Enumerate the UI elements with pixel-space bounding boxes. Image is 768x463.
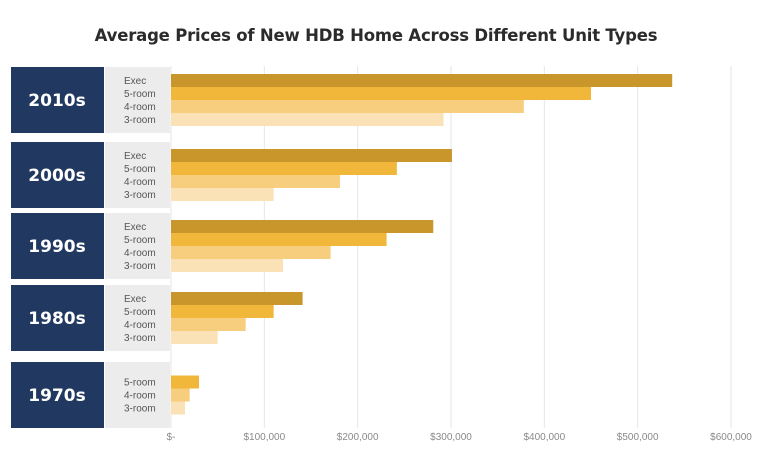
bar-2010s-exec	[171, 74, 673, 87]
unit-label-2010s-exec: Exec	[124, 76, 146, 87]
bar-1980s-4-room	[171, 318, 246, 331]
bar-1980s-exec	[171, 292, 303, 305]
bar-2010s-5-room	[171, 87, 591, 100]
unit-box-1970s	[105, 362, 170, 428]
decade-box-1980s	[11, 285, 104, 351]
bar-1970s-3-room	[171, 401, 185, 415]
decade-box-1990s	[11, 213, 104, 279]
decade-box-1970s	[11, 362, 104, 428]
bar-2000s-4-room	[171, 175, 340, 188]
bar-2000s-exec	[171, 149, 452, 162]
unit-label-1990s-exec: Exec	[124, 222, 146, 233]
unit-label-1970s-5-room: 5-room	[124, 378, 156, 389]
chart-title: Average Prices of New HDB Home Across Di…	[94, 26, 658, 45]
unit-label-2000s-4-room: 4-room	[124, 177, 156, 188]
x-tick-label-1: $100,000	[243, 432, 285, 443]
bar-1980s-3-room	[171, 331, 218, 344]
decade-label-2000s: 2000s	[28, 166, 85, 186]
unit-label-1970s-3-room: 3-room	[124, 404, 156, 415]
decade-label-1980s: 1980s	[28, 309, 85, 329]
unit-label-1980s-exec: Exec	[124, 294, 146, 305]
bar-2000s-5-room	[171, 162, 397, 175]
bar-1970s-4-room	[171, 388, 190, 402]
unit-box-2000s	[105, 142, 170, 208]
unit-label-1980s-4-room: 4-room	[124, 320, 156, 331]
x-tick-label-5: $500,000	[617, 432, 659, 443]
unit-label-1970s-4-room: 4-room	[124, 391, 156, 402]
unit-label-2000s-exec: Exec	[124, 151, 146, 162]
unit-box-1980s	[105, 285, 170, 351]
x-tick-label-4: $400,000	[523, 432, 565, 443]
bar-1990s-5-room	[171, 233, 387, 246]
unit-box-2010s	[105, 67, 170, 133]
unit-label-2010s-3-room: 3-room	[124, 115, 156, 126]
decade-box-2010s	[11, 67, 104, 133]
unit-label-1990s-5-room: 5-room	[124, 235, 156, 246]
bar-2010s-3-room	[171, 113, 444, 126]
unit-label-2010s-5-room: 5-room	[124, 89, 156, 100]
decade-box-2000s	[11, 142, 104, 208]
decade-label-2010s: 2010s	[28, 91, 85, 111]
x-tick-label-2: $200,000	[337, 432, 379, 443]
decade-label-1990s: 1990s	[28, 237, 85, 257]
x-tick-label-3: $300,000	[430, 432, 472, 443]
bar-1990s-4-room	[171, 246, 331, 259]
decade-label-1970s: 1970s	[28, 386, 85, 406]
bar-1980s-5-room	[171, 305, 274, 318]
unit-label-1980s-5-room: 5-room	[124, 307, 156, 318]
bar-1970s-5-room	[171, 375, 199, 389]
bar-1990s-exec	[171, 220, 434, 233]
unit-label-2010s-4-room: 4-room	[124, 102, 156, 113]
unit-label-2000s-3-room: 3-room	[124, 190, 156, 201]
unit-label-1990s-3-room: 3-room	[124, 261, 156, 272]
bar-1990s-3-room	[171, 259, 283, 272]
bar-2010s-4-room	[171, 100, 524, 113]
x-tick-label-0: $-	[167, 432, 176, 443]
bar-2000s-3-room	[171, 188, 274, 201]
unit-label-1980s-3-room: 3-room	[124, 333, 156, 344]
x-tick-label-6: $600,000	[710, 432, 752, 443]
unit-label-2000s-5-room: 5-room	[124, 164, 156, 175]
unit-box-1990s	[105, 213, 170, 279]
unit-label-1990s-4-room: 4-room	[124, 248, 156, 259]
